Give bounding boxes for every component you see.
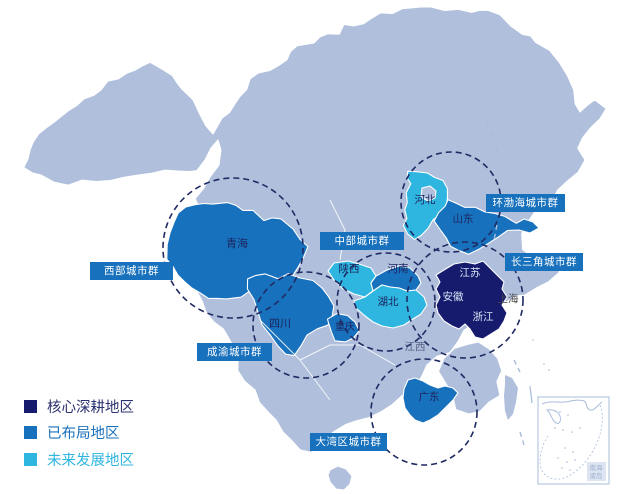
svg-text:河南: 河南 (388, 262, 409, 275)
svg-text:重庆: 重庆 (335, 320, 355, 333)
svg-text:山东: 山东 (453, 212, 474, 225)
svg-text:上海: 上海 (498, 292, 519, 305)
svg-text:湖北: 湖北 (378, 296, 399, 308)
svg-text:南海: 南海 (590, 463, 604, 472)
svg-text:浙江: 浙江 (473, 311, 494, 323)
svg-text:青海: 青海 (226, 236, 248, 250)
svg-text:四川: 四川 (269, 318, 291, 330)
svg-text:安徽: 安徽 (443, 290, 464, 303)
svg-text:江苏: 江苏 (460, 266, 481, 279)
svg-text:诸岛: 诸岛 (590, 471, 603, 480)
svg-text:河北: 河北 (415, 194, 436, 206)
svg-text:江西: 江西 (405, 341, 426, 353)
svg-text:陕西: 陕西 (339, 262, 360, 275)
svg-text:广东: 广东 (419, 390, 440, 403)
